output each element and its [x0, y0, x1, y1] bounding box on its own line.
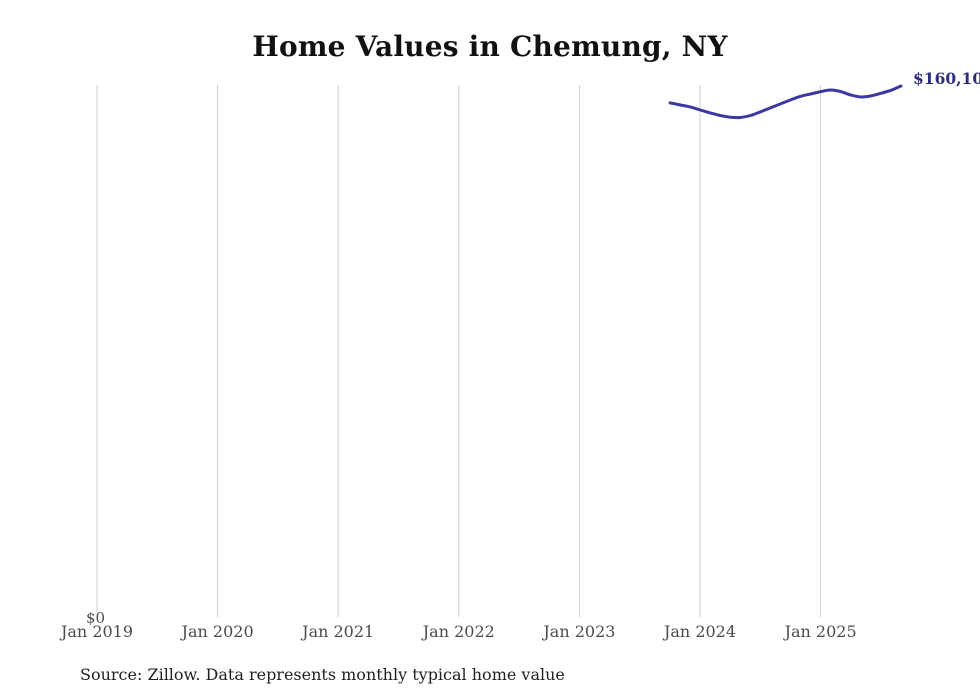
series-line: [668, 84, 903, 120]
x-tick-label: Jan 2024: [663, 622, 737, 641]
source-note: Source: Zillow. Data represents monthly …: [80, 665, 565, 684]
x-tick-label: Jan 2019: [60, 622, 134, 641]
chart-title: Home Values in Chemung, NY: [252, 30, 728, 63]
gridlines: [96, 85, 822, 617]
x-tick-label: Jan 2025: [784, 622, 857, 641]
y-axis-zero-label: $0: [86, 609, 106, 627]
series-end-value-label: $160,100: [913, 69, 980, 88]
x-tick-label: Jan 2023: [543, 622, 616, 641]
x-tick-label: Jan 2020: [181, 622, 254, 641]
x-tick-label: Jan 2022: [422, 622, 495, 641]
x-tick-label: Jan 2021: [302, 622, 375, 641]
